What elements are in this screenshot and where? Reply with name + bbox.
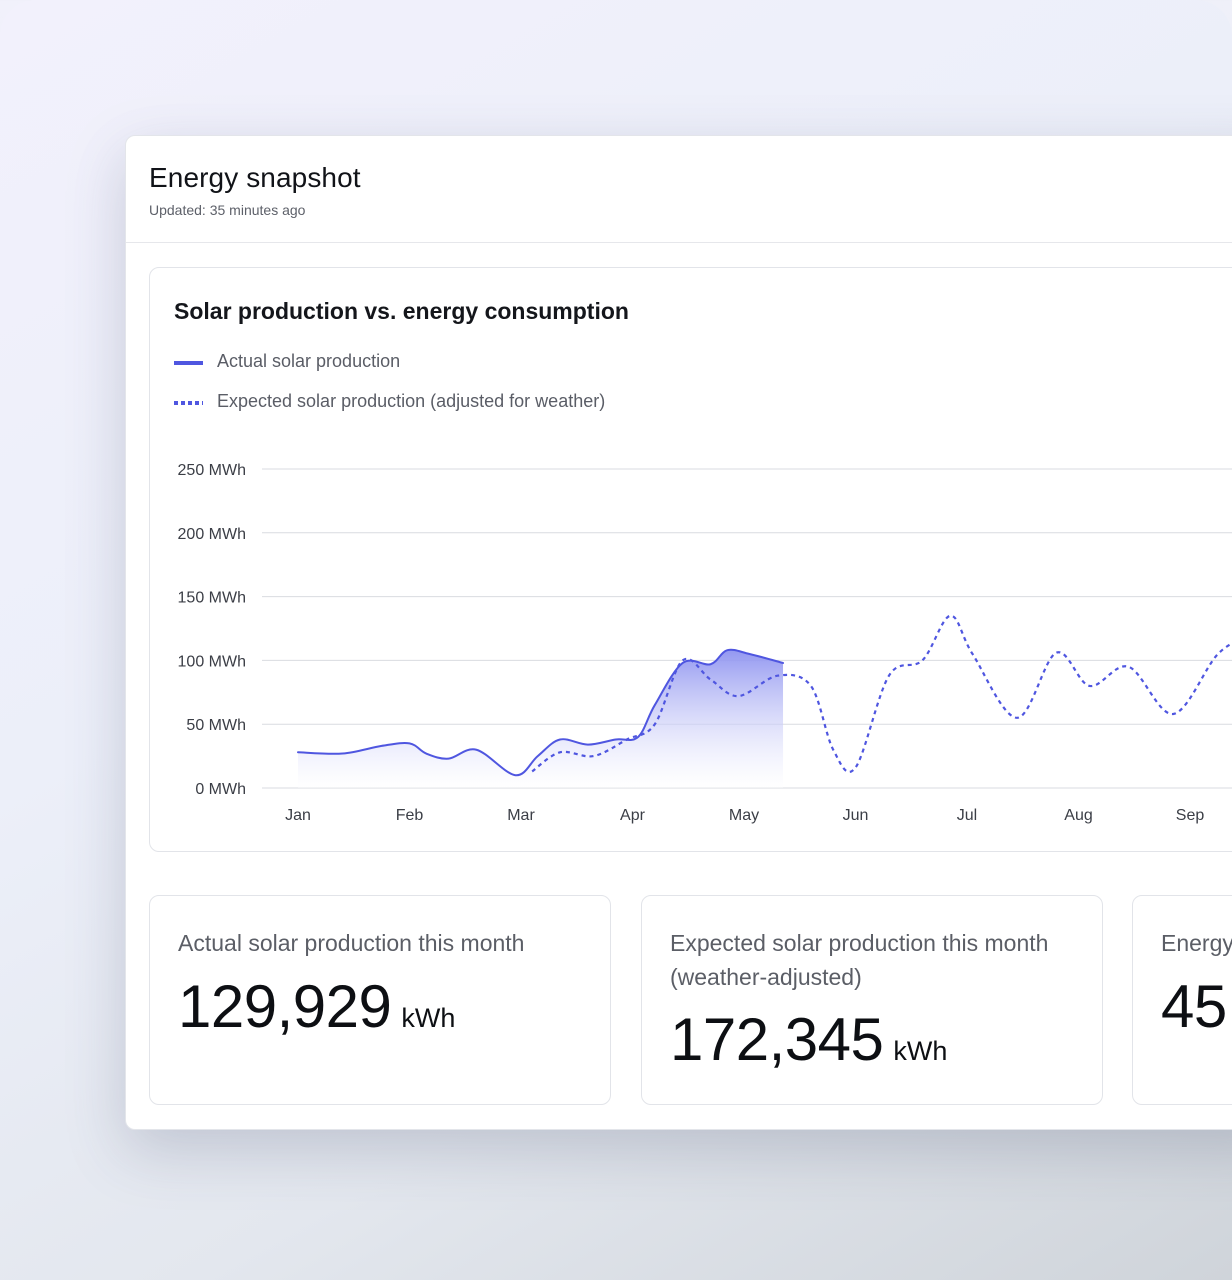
stat-label: Expected solar production this month (we… xyxy=(670,930,1049,990)
stat-label: Actual solar production this month xyxy=(178,930,525,956)
x-tick-label: Jan xyxy=(285,807,311,824)
panel-header: Energy snapshot Updated: 35 minutes ago xyxy=(126,136,1232,243)
page-title: Energy snapshot xyxy=(149,162,361,193)
legend-label: Actual solar production xyxy=(217,351,401,371)
series-area-actual xyxy=(298,649,784,788)
x-tick-label: Aug xyxy=(1064,807,1092,824)
stat-label: Energy xyxy=(1161,930,1232,956)
series-line-actual xyxy=(297,648,785,777)
x-tick-label: May xyxy=(729,807,759,824)
chart-card: Solar production vs. energy consumption … xyxy=(149,267,1232,852)
series-line-expected xyxy=(531,614,1232,774)
y-tick-label: 250 MWh xyxy=(178,462,246,479)
x-tick-label: Mar xyxy=(507,807,535,824)
x-tick-label: Jun xyxy=(843,807,869,824)
legend-solid-line-icon xyxy=(174,361,203,365)
y-tick-label: 150 MWh xyxy=(178,590,246,607)
x-tick-label: Apr xyxy=(620,807,646,824)
x-tick-label: Sep xyxy=(1176,807,1205,824)
x-tick-label: Feb xyxy=(396,807,424,824)
stat-number: 129,929 xyxy=(178,973,392,1040)
stat-number: 45 xyxy=(1161,973,1227,1040)
y-tick-label: 100 MWh xyxy=(178,653,246,670)
stat-unit: kWh xyxy=(401,1003,456,1033)
stat-value: 172,345 kWh xyxy=(670,1005,947,1074)
y-tick-label: 200 MWh xyxy=(178,526,246,543)
stat-card-actual[interactable]: Actual solar production this month 129,9… xyxy=(149,895,611,1105)
stat-value: 129,929 kWh xyxy=(178,972,455,1041)
chart-title: Solar production vs. energy consumption xyxy=(174,298,629,324)
stat-card-expected[interactable]: Expected solar production this month (we… xyxy=(641,895,1103,1105)
y-tick-label: 0 MWh xyxy=(195,781,246,798)
legend-dotted-line-icon xyxy=(174,401,203,405)
legend-label: Expected solar production (adjusted for … xyxy=(217,391,606,411)
stat-number: 172,345 xyxy=(670,1006,884,1073)
updated-timestamp: Updated: 35 minutes ago xyxy=(149,202,306,218)
stat-unit: kWh xyxy=(893,1036,948,1066)
energy-snapshot-panel: Energy snapshot Updated: 35 minutes ago … xyxy=(125,135,1232,1130)
stat-card-energy[interactable]: Energy 45 xyxy=(1132,895,1232,1105)
stat-value: 45 xyxy=(1161,972,1232,1041)
x-tick-label: Jul xyxy=(957,807,977,824)
y-tick-label: 50 MWh xyxy=(186,717,246,734)
